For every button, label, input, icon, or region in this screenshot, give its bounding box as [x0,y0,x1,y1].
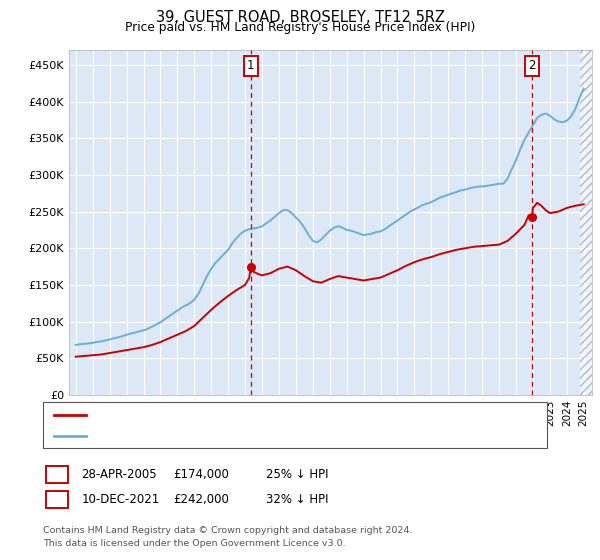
Text: 39, GUEST ROAD, BROSELEY, TF12 5RZ (detached house): 39, GUEST ROAD, BROSELEY, TF12 5RZ (deta… [94,410,409,420]
Text: 1: 1 [53,468,61,482]
Text: HPI: Average price, detached house, Shropshire: HPI: Average price, detached house, Shro… [94,431,355,441]
Text: £242,000: £242,000 [173,493,229,506]
Text: Contains HM Land Registry data © Crown copyright and database right 2024.
This d: Contains HM Land Registry data © Crown c… [43,526,413,548]
Text: £174,000: £174,000 [173,468,229,482]
Text: 1: 1 [247,59,254,72]
Text: Price paid vs. HM Land Registry's House Price Index (HPI): Price paid vs. HM Land Registry's House … [125,21,475,34]
Text: 28-APR-2005: 28-APR-2005 [82,468,157,482]
Text: 2: 2 [528,59,536,72]
Text: 2: 2 [53,493,61,506]
Text: 32% ↓ HPI: 32% ↓ HPI [266,493,329,506]
Text: 25% ↓ HPI: 25% ↓ HPI [266,468,329,482]
Text: 10-DEC-2021: 10-DEC-2021 [82,493,160,506]
Text: 39, GUEST ROAD, BROSELEY, TF12 5RZ: 39, GUEST ROAD, BROSELEY, TF12 5RZ [155,10,445,25]
